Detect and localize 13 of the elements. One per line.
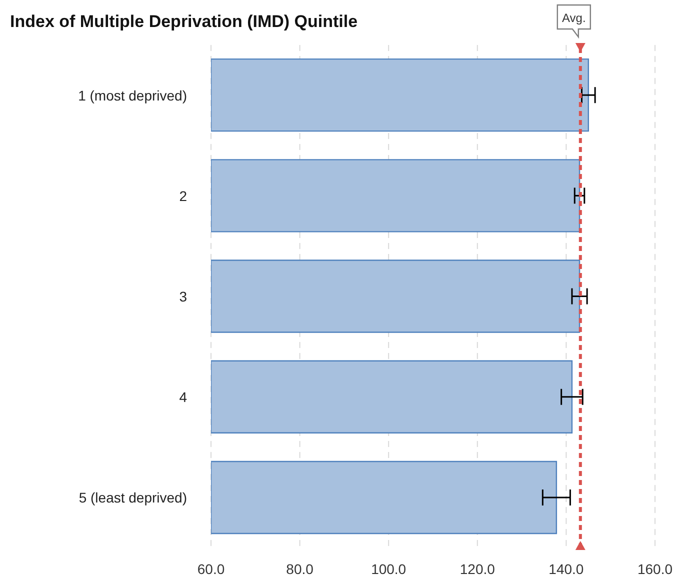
y-tick-label: 3 [179, 288, 188, 304]
x-tick-label: 80.0 [286, 560, 314, 577]
chart-title: Index of Multiple Deprivation (IMD) Quintile [10, 12, 358, 32]
y-tick-label: 5 (least deprived) [78, 490, 187, 506]
x-tick-label: 60.0 [197, 560, 225, 577]
x-tick-label: 100.0 [371, 560, 406, 577]
y-tick-label: 4 [179, 389, 188, 406]
ref-line-label: Avg. [562, 11, 586, 25]
x-tick-label: 160.0 [637, 560, 673, 577]
y-tick-label: 1 (most deprived) [78, 87, 187, 104]
x-tick-label: 120.0 [460, 560, 496, 577]
y-tick-label: 2 [179, 188, 188, 204]
x-tick-label: 140.0 [548, 560, 584, 577]
